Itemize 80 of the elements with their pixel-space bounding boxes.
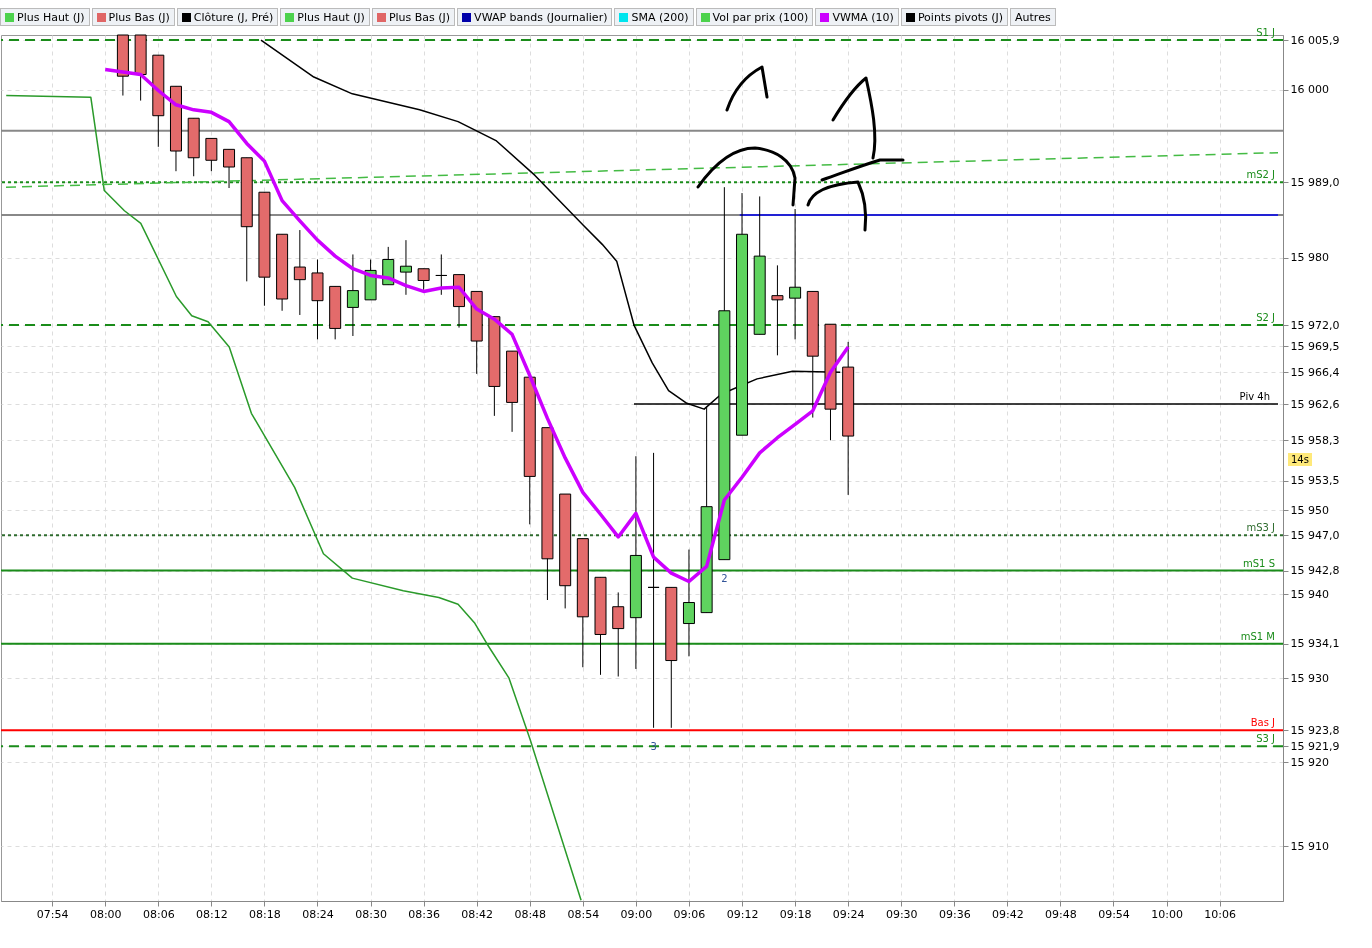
x-tick-label: 08:36 xyxy=(408,907,440,921)
text: 14s xyxy=(1288,453,1312,466)
ref-line-label: mS1 S xyxy=(1243,557,1275,569)
candlestick xyxy=(205,137,218,172)
ref-line-label: Bas J xyxy=(1250,717,1275,729)
series-label: Piv 4h xyxy=(1239,391,1270,403)
text: VWMA (10) xyxy=(832,10,894,24)
y-tick-label: 15 969,5 xyxy=(1290,339,1340,353)
x-tick-label: 09:42 xyxy=(992,907,1024,921)
y-tick-label: 15 972,0 xyxy=(1290,318,1340,332)
x-tick-label: 09:18 xyxy=(779,907,812,921)
x-tick-label: 08:24 xyxy=(302,907,334,921)
candlestick xyxy=(771,264,784,356)
text: Points pivots (J) xyxy=(917,10,1004,24)
text: Autres xyxy=(1015,10,1051,24)
x-tick-label: 08:30 xyxy=(355,907,387,921)
x-tick-label: 08:06 xyxy=(142,907,175,921)
candlestick xyxy=(346,253,359,337)
ref-line-label: S3 J xyxy=(1256,733,1275,745)
y-tick-label: 15 980 xyxy=(1290,251,1329,265)
text: SMA (200) xyxy=(631,10,689,24)
x-tick-label: 10:06 xyxy=(1204,907,1236,921)
x-tick-label: 09:12 xyxy=(726,907,759,921)
x-tick-label: 09:06 xyxy=(673,907,706,921)
x-tick-label: 09:36 xyxy=(938,907,971,921)
y-tick-label: 15 910 xyxy=(1290,839,1329,853)
x-tick-label: 09:54 xyxy=(1098,907,1130,921)
y-tick-label: 15 923,8 xyxy=(1290,723,1340,737)
text: Plus Haut (J) xyxy=(297,10,365,24)
y-tick-label: 15 958,3 xyxy=(1290,433,1340,447)
x-tick-label: 08:12 xyxy=(196,907,228,921)
x-tick-label: 08:00 xyxy=(89,907,122,921)
ref-line-label: mS2 J xyxy=(1246,169,1275,181)
candlestick xyxy=(682,549,695,657)
y-tick-label: 15 962,6 xyxy=(1290,397,1340,411)
candlestick xyxy=(399,239,412,296)
x-tick-label: 08:18 xyxy=(249,907,281,921)
x-tick-label: 07:54 xyxy=(36,907,69,921)
y-tick-label: 15 920 xyxy=(1290,755,1329,769)
text: Plus Bas (J) xyxy=(108,10,170,24)
candlestick xyxy=(223,148,236,189)
annotation: 2 xyxy=(721,572,728,584)
x-tick-label: 09:30 xyxy=(885,907,918,921)
y-tick-label: 15 950 xyxy=(1290,503,1329,517)
x-tick-label: 10:00 xyxy=(1151,907,1183,921)
y-tick-label: 15 947,0 xyxy=(1290,528,1340,542)
candlestick xyxy=(647,452,660,729)
candlestick xyxy=(435,253,448,296)
ref-line-label: S1 J xyxy=(1256,27,1275,39)
text: VWAP bands (Journalier) xyxy=(474,10,608,24)
y-tick-label: 15 953,5 xyxy=(1290,474,1340,488)
ref-line-label: S2 J xyxy=(1256,312,1275,324)
y-tick-label: 15 942,8 xyxy=(1290,564,1340,578)
text: Plus Bas (J) xyxy=(388,10,451,24)
y-tick-label: 15 966,4 xyxy=(1290,365,1340,379)
ref-line-label: mS3 J xyxy=(1246,522,1275,534)
x-tick-label: 09:24 xyxy=(832,907,865,921)
text: Plus Haut (J) xyxy=(17,10,85,24)
candlestick xyxy=(789,208,802,340)
y-tick-label: 15 940 xyxy=(1290,587,1329,601)
y-tick-label: 16 000 xyxy=(1290,83,1329,97)
y-tick-label: 15 934,1 xyxy=(1290,637,1340,651)
y-tick-label: 15 921,9 xyxy=(1290,739,1340,753)
y-tick-label: 15 930 xyxy=(1290,671,1329,685)
text: Clôture (J, Pré) xyxy=(193,10,274,24)
line-series xyxy=(103,67,850,584)
candlestick xyxy=(293,229,306,316)
candlestick xyxy=(417,268,430,291)
x-tick-label: 08:54 xyxy=(567,907,600,921)
y-tick-label: 15 989,0 xyxy=(1290,175,1340,189)
y-tick-label: 16 005,9 xyxy=(1290,33,1340,47)
candlestick xyxy=(612,591,625,678)
x-tick-label: 08:42 xyxy=(461,907,494,921)
text: Vol par prix (100) xyxy=(712,10,809,24)
x-tick-label: 09:48 xyxy=(1045,907,1077,921)
ref-line-label: mS1 M xyxy=(1240,630,1275,642)
x-tick-label: 09:00 xyxy=(620,907,653,921)
x-tick-label: 08:48 xyxy=(514,907,547,921)
annotation: 3 xyxy=(650,740,657,752)
line-series xyxy=(5,94,582,901)
